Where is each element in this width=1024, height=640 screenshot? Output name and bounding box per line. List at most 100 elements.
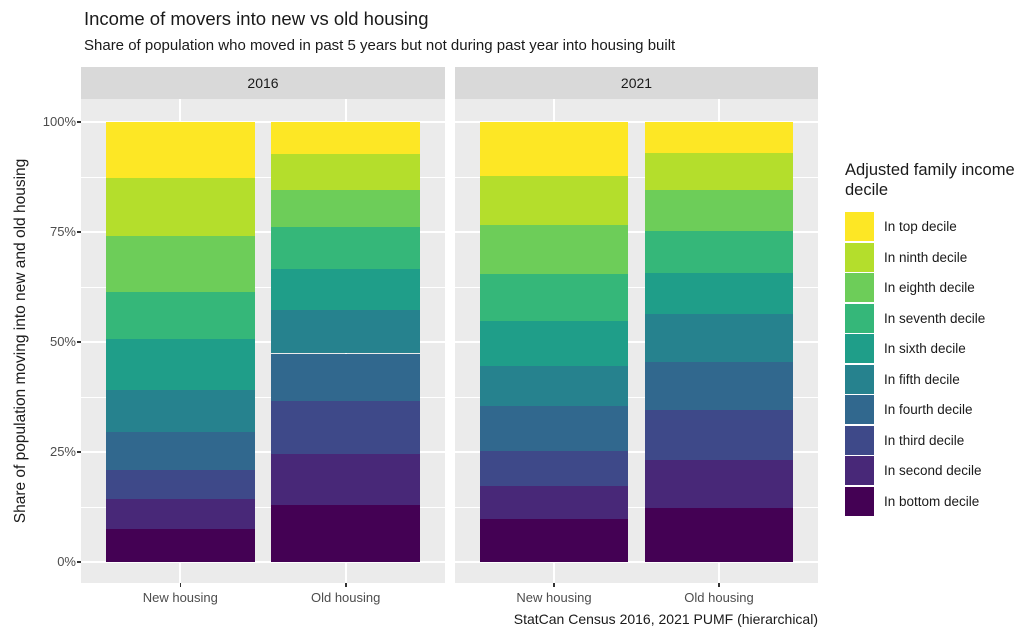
legend-item: In top decile <box>845 212 1021 242</box>
bar-segment-2021-0-In-second-decile <box>479 485 629 520</box>
bar-segment-2021-1-In-sixth-decile <box>644 272 794 315</box>
y-tick-mark <box>77 561 81 563</box>
facet-strip-label: 2016 <box>247 75 279 91</box>
gridline-minor <box>455 396 818 398</box>
legend-item: In fifth decile <box>845 364 1021 394</box>
legend-item-label: In seventh decile <box>884 310 986 326</box>
bar-segment-2016-1-In-second-decile <box>271 453 421 506</box>
bar-segment-2016-0-In-fourth-decile <box>105 432 255 470</box>
y-tick-mark <box>77 121 81 123</box>
legend-item-label: In sixth decile <box>884 341 966 357</box>
legend-key-swatch <box>845 425 874 455</box>
y-tick-label: 25% <box>49 444 76 459</box>
bar-segment-2021-0-In-fifth-decile <box>479 366 629 407</box>
y-tick-label: 0% <box>57 554 76 569</box>
facet-strip-2016: 2016 <box>81 67 445 99</box>
gridline-major <box>81 561 445 563</box>
bar-segment-2021-1-In-top-decile <box>644 122 794 154</box>
legend-item: In fourth decile <box>845 395 1021 425</box>
legend-key-swatch <box>845 273 874 303</box>
legend-key-swatch <box>845 212 874 242</box>
legend-item-label: In eighth decile <box>884 280 975 296</box>
y-tick-mark <box>77 231 81 233</box>
legend-item-label: In fifth decile <box>884 371 960 387</box>
y-tick-label: 50% <box>49 334 76 349</box>
legend-item-label: In fourth decile <box>884 402 973 418</box>
legend-item: In third decile <box>845 425 1021 455</box>
bar-segment-2016-0-In-second-decile <box>105 498 255 529</box>
legend-item: In seventh decile <box>845 303 1021 333</box>
legend-item-label: In ninth decile <box>884 249 968 265</box>
chart-caption: StatCan Census 2016, 2021 PUMF (hierarch… <box>513 611 818 627</box>
legend-key-swatch <box>845 242 874 272</box>
gridline-major <box>81 451 445 453</box>
bar-segment-2016-1-In-top-decile <box>271 122 421 154</box>
bar-segment-2021-0-In-bottom-decile <box>479 519 629 562</box>
x-tick-mark <box>179 583 181 587</box>
bar-segment-2021-1-In-second-decile <box>644 459 794 509</box>
bar-segment-2016-0-In-bottom-decile <box>105 529 255 562</box>
legend-item-label: In bottom decile <box>884 493 980 509</box>
bar-segment-2016-0-In-eighth-decile <box>105 236 255 293</box>
gridline-major <box>81 341 445 343</box>
bar-segment-2016-1-In-ninth-decile <box>271 153 421 191</box>
x-tick-mark <box>718 583 720 587</box>
y-tick-label: 75% <box>49 224 76 239</box>
gridline-major <box>455 451 818 453</box>
legend-item-label: In second decile <box>884 463 982 479</box>
bar-segment-2016-1-In-third-decile <box>271 401 421 454</box>
gridline-minor <box>81 176 445 178</box>
gridline-major <box>81 231 445 233</box>
legend-key-swatch <box>845 486 874 516</box>
bar-segment-2021-1-In-fourth-decile <box>644 361 794 411</box>
bar-segment-2021-0-In-seventh-decile <box>479 273 629 322</box>
legend-items: In top decile In ninth decile In eighth de… <box>845 212 1021 516</box>
chart-subtitle: Share of population who moved in past 5 … <box>84 37 676 54</box>
legend-item: In second decile <box>845 456 1021 486</box>
legend-item: In eighth decile <box>845 273 1021 303</box>
gridline-major <box>455 341 818 343</box>
gridline-minor <box>455 506 818 508</box>
x-tick-mark <box>553 583 555 587</box>
x-tick-label: New housing <box>142 590 218 605</box>
gridline-minor <box>81 286 445 288</box>
bar-segment-2016-0-In-seventh-decile <box>105 292 255 340</box>
bar-segment-2016-0-In-ninth-decile <box>105 178 255 237</box>
y-tick-mark <box>77 451 81 453</box>
bar-segment-2021-1-In-fifth-decile <box>644 314 794 362</box>
bar-segment-2016-0-In-fifth-decile <box>105 390 255 433</box>
gridline-minor <box>455 176 818 178</box>
gridline-major <box>81 121 445 123</box>
legend-item-label: In third decile <box>884 432 965 448</box>
bar-segment-2021-1-In-third-decile <box>644 410 794 460</box>
legend-key-swatch <box>845 395 874 425</box>
x-tick-label: Old housing <box>310 590 381 605</box>
bar-segment-2021-1-In-seventh-decile <box>644 231 794 273</box>
bar-segment-2021-0-In-top-decile <box>479 122 629 177</box>
legend-key-swatch <box>845 334 874 364</box>
bar-segment-2021-0-In-ninth-decile <box>479 176 629 225</box>
gridline-minor <box>81 396 445 398</box>
panel-2021 <box>455 99 818 583</box>
legend-key-swatch <box>845 303 874 333</box>
bar-segment-2016-0-In-third-decile <box>105 469 255 499</box>
legend-key-swatch <box>845 456 874 486</box>
bar-segment-2021-1-In-bottom-decile <box>644 508 794 562</box>
facet-strip-label: 2021 <box>620 75 653 91</box>
bar-segment-2016-1-In-eighth-decile <box>271 190 421 228</box>
bar-segment-2021-0-In-eighth-decile <box>479 225 629 274</box>
y-tick-mark <box>77 341 81 343</box>
bar-segment-2016-1-In-seventh-decile <box>271 227 421 270</box>
x-tick-label: New housing <box>516 590 592 605</box>
bar-segment-2016-1-In-fourth-decile <box>271 353 421 401</box>
gridline-minor <box>455 286 818 288</box>
legend-item: In sixth decile <box>845 334 1021 364</box>
bar-segment-2021-0-In-sixth-decile <box>479 321 629 367</box>
panel-2016 <box>81 99 445 583</box>
legend: Adjusted family income decile In top dec… <box>845 160 1021 517</box>
bar-segment-2021-0-In-third-decile <box>479 450 629 486</box>
bar-segment-2016-1-In-sixth-decile <box>271 269 421 310</box>
bar-segment-2016-0-In-top-decile <box>105 122 255 179</box>
gridline-major <box>455 231 818 233</box>
